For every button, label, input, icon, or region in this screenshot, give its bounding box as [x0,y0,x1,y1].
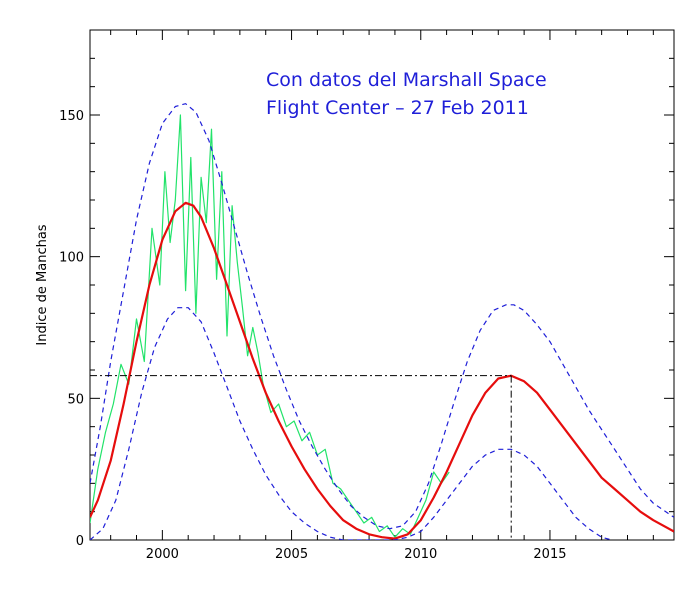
series-line-3 [90,103,674,530]
x-tick-label: 2000 [146,547,179,562]
series-group [90,103,674,540]
y-tick-label: 0 [76,534,84,549]
series-line-1 [90,114,450,538]
x-tick-label: 2010 [404,547,437,562]
x-tick-label: 2005 [275,547,308,562]
y-tick-label: 150 [59,109,84,124]
x-tick-label: 2015 [533,547,566,562]
y-axis-label: Indice de Manchas [35,224,50,345]
reference-lines [90,375,512,540]
annotation-line-2: Flight Center – 27 Feb 2011 [266,97,529,119]
series-line-4 [90,307,613,540]
annotation-line-1: Con datos del Marshall Space [266,69,547,91]
series-line-2 [90,201,674,540]
y-tick-label: 50 [67,392,84,407]
tick-labels: 2000 2005 2010 2015 0 50 100 150 [59,109,566,562]
y-tick-label: 100 [59,251,84,266]
axis-ticks [90,29,674,541]
